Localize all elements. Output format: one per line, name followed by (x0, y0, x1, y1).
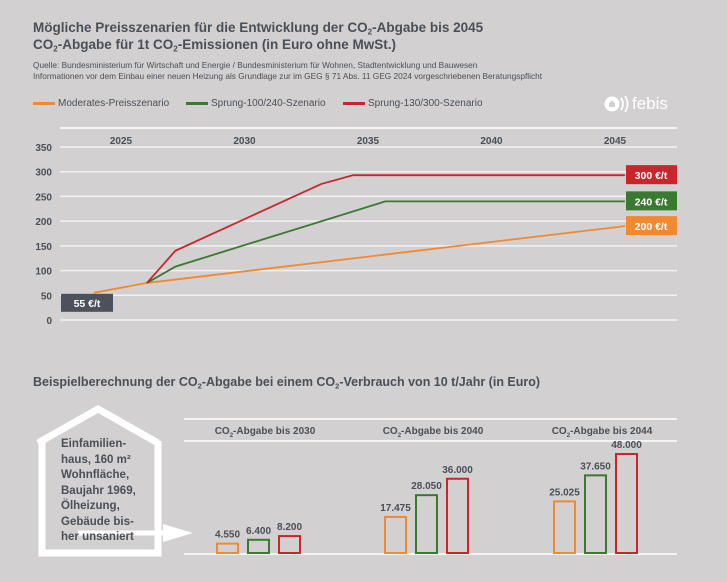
bar-chart: CO2-Abgabe bis 2030 CO2-Abgabe bis 2040 CO… (184, 418, 677, 555)
y-tick-label: 0 (46, 316, 52, 327)
page-subtitle: CO2-Abgabe für 1t CO2-Emissionen (in Eur… (33, 37, 397, 54)
bar (384, 515, 407, 554)
bar-value-label: 25.025 (549, 487, 580, 498)
x-tick-label: 2040 (480, 136, 503, 147)
x-tick-label: 2030 (233, 136, 256, 147)
info-text: Informationen vor dem Einbau einer neuen… (33, 71, 543, 81)
legend-item-red: Sprung-130/300-Szenario (343, 98, 483, 109)
x-tick-label: 2035 (357, 136, 380, 147)
y-tick-label: 350 (35, 143, 52, 154)
febis-logo: febis (604, 94, 668, 114)
series-line-1 (146, 200, 625, 284)
bar (584, 474, 607, 554)
bar (446, 477, 469, 554)
end-label: 300 €/t (635, 170, 668, 182)
bar-value-label: 4.550 (215, 530, 240, 541)
end-label-box (626, 216, 677, 236)
bar (553, 500, 576, 555)
start-label-box (61, 293, 113, 312)
bar-value-label: 28.050 (411, 481, 442, 492)
y-tick-label: 200 (35, 217, 52, 228)
bar-section-title: Beispielberechnung der CO2-Abgabe bei ei… (33, 375, 541, 391)
x-tick-label: 2025 (110, 136, 133, 147)
end-label-box (626, 191, 677, 211)
logo-icon (604, 95, 629, 113)
start-label: 55 €/t (74, 298, 101, 310)
y-tick-label: 50 (41, 291, 53, 302)
category-label: CO2-Abgabe bis 2044 (552, 426, 653, 439)
bar-value-label: 36.000 (442, 465, 473, 476)
end-label-box (626, 165, 677, 185)
category-label: CO2-Abgabe bis 2040 (383, 426, 484, 439)
bar (615, 453, 638, 554)
y-tick-label: 150 (35, 242, 52, 253)
bar (278, 535, 301, 555)
house-icon (36, 405, 193, 557)
legend-swatch (343, 102, 365, 105)
legend-swatch (33, 102, 55, 105)
bar-value-label: 17.475 (380, 503, 411, 514)
bar-value-label: 37.650 (580, 461, 611, 472)
legend-swatch (186, 102, 208, 105)
y-tick-label: 250 (35, 192, 52, 203)
x-tick-label: 2045 (604, 136, 627, 147)
series-line-2 (146, 174, 625, 284)
page-title: Mögliche Preisszenarien für die Entwickl… (33, 20, 484, 37)
source-text: Quelle: Bundesministerium für Wirtschaft… (33, 60, 478, 70)
end-label: 200 €/t (635, 221, 668, 233)
category-label: CO2-Abgabe bis 2030 (215, 426, 316, 439)
end-label: 240 €/t (635, 196, 668, 208)
house-description: Einfamilien-haus, 160 m² Wohnfläche, Bauja… (61, 438, 136, 543)
bar-value-label: 48.000 (611, 440, 642, 451)
bar (415, 494, 438, 554)
legend-item-moderate: Moderates-Preisszenario (33, 98, 169, 109)
bar-value-label: 8.200 (277, 522, 302, 533)
series-line-0 (93, 225, 625, 294)
bar (216, 542, 239, 555)
y-tick-label: 100 (35, 267, 52, 278)
bar (247, 538, 270, 555)
legend-item-green: Sprung-100/240-Szenario (186, 98, 326, 109)
bar-value-label: 6.400 (246, 526, 271, 537)
line-chart: 2025 2030 2035 2040 2045 0 50 100 150 200 250 300 35… (35, 127, 677, 327)
y-tick-label: 300 (35, 168, 52, 179)
